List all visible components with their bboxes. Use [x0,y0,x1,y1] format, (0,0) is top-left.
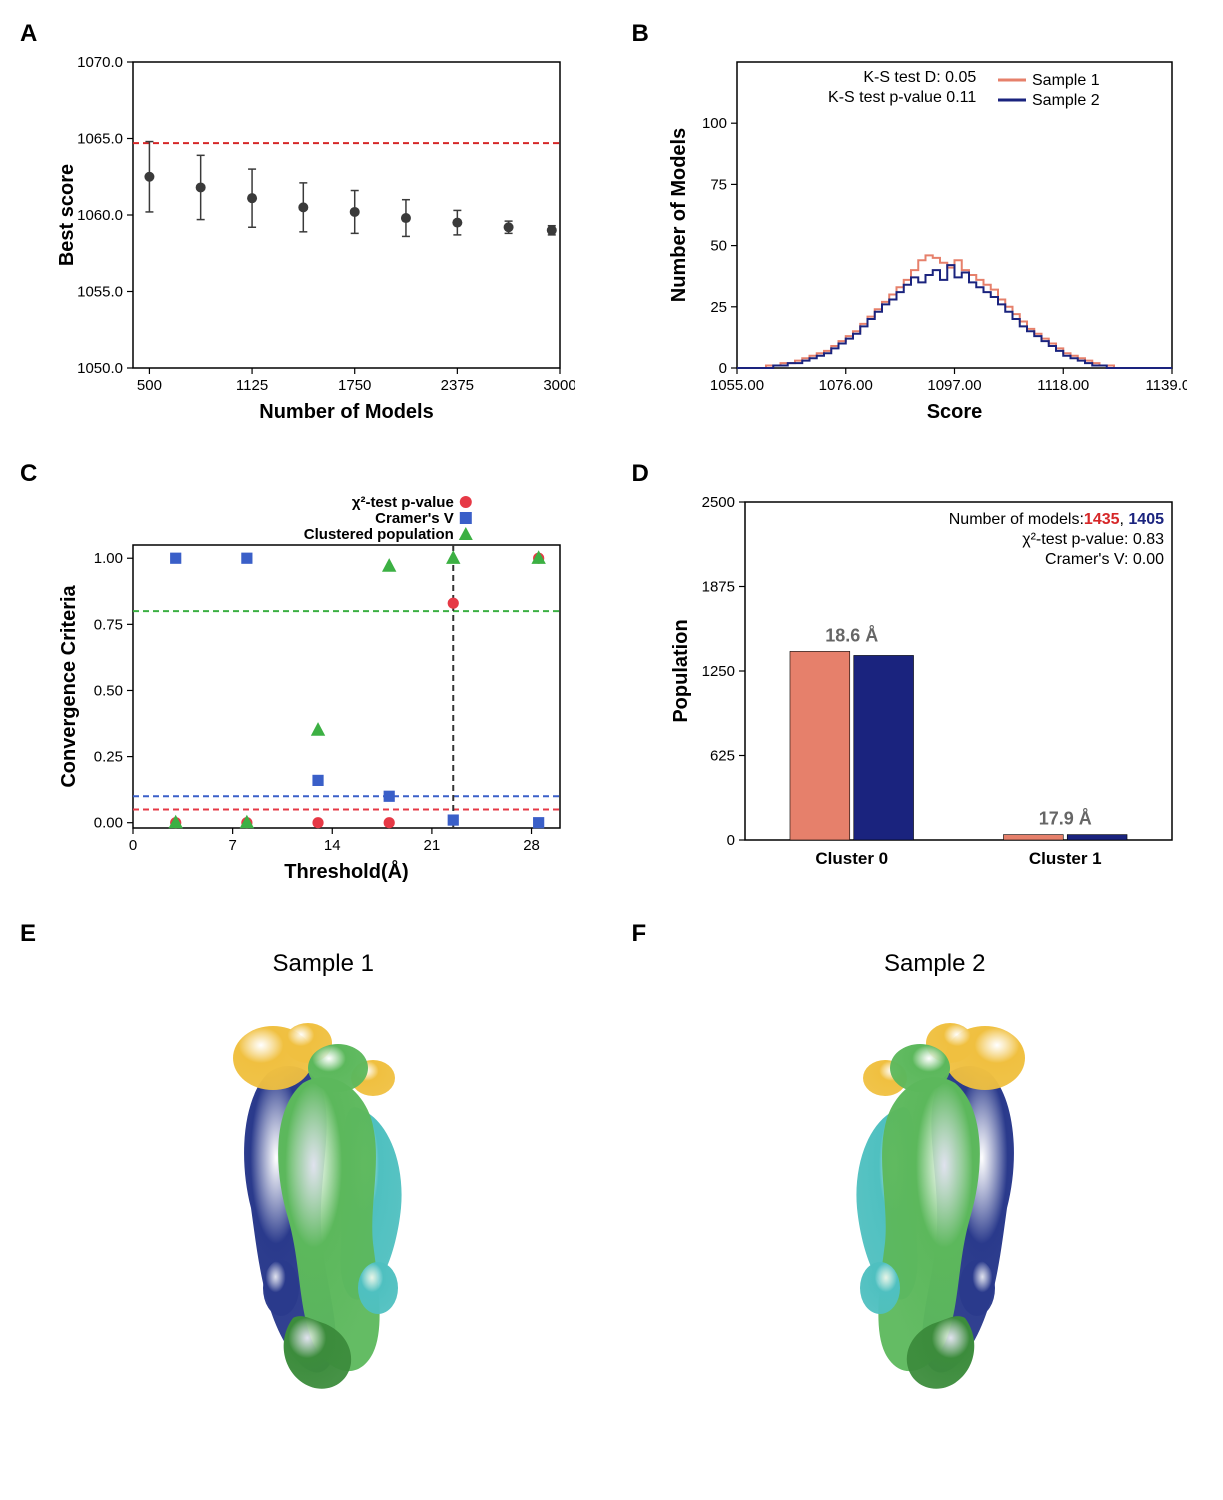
svg-text:0.50: 0.50 [94,682,123,699]
panel-b-label: B [632,20,649,48]
svg-text:Cramer's V: 0.00: Cramer's V: 0.00 [1045,551,1164,568]
panel-e-render [173,988,473,1408]
svg-text:Convergence Criteria: Convergence Criteria [58,584,80,787]
panel-f-render [785,988,1085,1408]
panel-e-title: Sample 1 [273,950,374,978]
panel-c-label: C [20,460,37,488]
svg-text:2500: 2500 [701,494,734,511]
svg-text:21: 21 [424,837,441,854]
svg-text:1139.00: 1139.00 [1145,377,1187,394]
panel-b: B 0 25 50 75 100 1055.00 1076.00 1097.00 1118.00… [632,20,1204,430]
figure-grid: A 1050.01055.01060.01065.01070.050011251… [0,0,1223,1428]
svg-text:Cluster 1: Cluster 1 [1028,849,1101,868]
svg-text:Cluster 0: Cluster 0 [815,849,888,868]
svg-text:Clustered population: Clustered population [304,526,454,543]
panel-c: C 0.00 0.25 0.50 0.75 1.00 0 7 14 21 28 Threshold(… [20,460,592,890]
svg-text:1065.0: 1065.0 [77,131,123,148]
panel-d: D 0 625 1250 1875 2500 Population Cluster 0 Clu… [632,460,1204,890]
svg-text:0.25: 0.25 [94,749,123,766]
svg-text:18.6 Å: 18.6 Å [825,625,878,645]
panel-f: F Sample 2 [632,920,1204,1408]
svg-text:Sample 2: Sample 2 [1032,92,1100,109]
panel-d-plot: 0 625 1250 1875 2500 Population Cluster 0 Clust… [667,490,1187,890]
svg-text:Number of Models: Number of Models [259,401,433,423]
panel-a: A 1050.01055.01060.01065.01070.050011251… [20,20,592,430]
svg-text:100: 100 [701,115,726,132]
svg-text:1750: 1750 [338,377,371,394]
svg-text:1060.0: 1060.0 [77,207,123,224]
svg-text:K-S test D: 0.05: K-S test D: 0.05 [863,69,976,86]
svg-text:500: 500 [137,377,162,394]
svg-text:1250: 1250 [701,663,734,680]
svg-text:0.00: 0.00 [94,815,123,832]
svg-text:0.75: 0.75 [94,616,123,633]
svg-text:Sample 1: Sample 1 [1032,72,1100,89]
svg-text:50: 50 [710,238,727,255]
svg-text:1125: 1125 [236,377,268,394]
svg-text:1118.00: 1118.00 [1037,377,1089,394]
panel-c-plot: 0.00 0.25 0.50 0.75 1.00 0 7 14 21 28 Threshold(Å)… [55,490,575,890]
svg-text:625: 625 [709,748,734,765]
svg-text:0: 0 [129,837,137,854]
svg-text:χ²-test p-value: χ²-test p-value [352,494,454,511]
svg-text:K-S test p-value 0.11: K-S test p-value 0.11 [828,89,976,106]
svg-text:1.00: 1.00 [94,550,123,567]
svg-text:χ²-test p-value: 0.83: χ²-test p-value: 0.83 [1022,531,1164,548]
panel-f-title: Sample 2 [884,950,985,978]
svg-text:1055.0: 1055.0 [77,284,123,301]
panel-d-label: D [632,460,649,488]
svg-text:3000: 3000 [543,377,575,394]
svg-text:1070.0: 1070.0 [77,54,123,71]
svg-text:1875: 1875 [701,579,734,596]
panel-e: E Sample 1 [20,920,592,1408]
svg-text:Threshold(Å): Threshold(Å) [284,859,408,883]
svg-text:28: 28 [523,837,540,854]
svg-text:1076.00: 1076.00 [818,377,872,394]
panel-a-plot: 1050.0 1055.0 1060.0 1065.0 1070.0 500 1125 175… [55,50,575,430]
svg-text:25: 25 [710,299,727,316]
panel-b-plot: 0 25 50 75 100 1055.00 1076.00 1097.00 1118.00 11… [667,50,1187,430]
svg-text:2375: 2375 [441,377,474,394]
panel-a-label: A [20,20,37,48]
svg-text:75: 75 [710,176,727,193]
svg-text:1050.0: 1050.0 [77,360,123,377]
svg-text:Score: Score [926,401,982,423]
svg-text:1055.00: 1055.00 [709,377,763,394]
svg-text:Number of Models: Number of Models [668,128,690,302]
svg-text:0: 0 [726,832,734,849]
svg-text:0: 0 [718,360,726,377]
svg-text:7: 7 [228,837,236,854]
svg-text:Best score: Best score [56,164,78,266]
panel-e-label: E [20,920,36,948]
panel-f-label: F [632,920,647,948]
svg-text:Number of models:1435, 1405: Number of models:1435, 1405 [948,511,1163,528]
svg-text:14: 14 [324,837,341,854]
svg-text:Cramer's V: Cramer's V [375,510,454,527]
svg-text:17.9 Å: 17.9 Å [1038,809,1091,829]
svg-text:1097.00: 1097.00 [927,377,981,394]
svg-text:Population: Population [670,619,692,722]
